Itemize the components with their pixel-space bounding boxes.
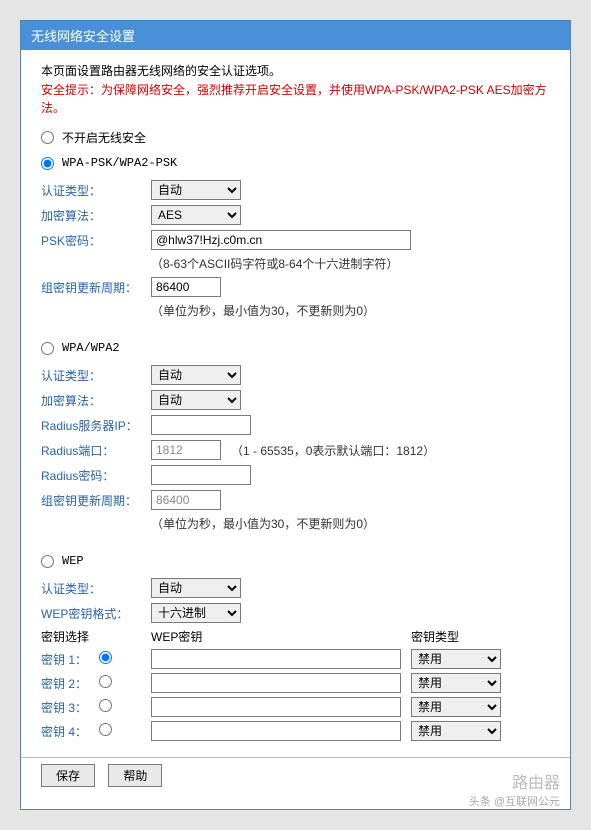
wpapsk-enc-select[interactable]: AES — [151, 205, 241, 225]
wep-col-select: 密钥选择 — [41, 628, 151, 645]
wep-key-label: 密钥 3： — [41, 699, 99, 716]
mode-wpa-psk-radio[interactable] — [41, 157, 54, 170]
watermark-credit: 头条 @互联网公元 — [21, 793, 560, 809]
wep-key-radio-3[interactable] — [99, 699, 112, 712]
psk-password-input[interactable] — [151, 230, 411, 250]
psk-hint: （8-63个ASCII码字符或8-64个十六进制字符） — [151, 255, 550, 272]
wep-key-label: 密钥 1： — [41, 651, 99, 668]
wep-section: WEP 认证类型： 自动 WEP密钥格式： 十六进制 密钥选择 WEP密钥 密钥… — [41, 554, 550, 741]
wep-key-row: 密钥 3： 禁用 — [41, 697, 550, 717]
wpapsk-rekey-hint: （单位为秒，最小值为30，不更新则为0） — [151, 302, 550, 319]
wep-key-radio-2[interactable] — [99, 675, 112, 688]
wep-auth-label: 认证类型： — [41, 580, 151, 597]
wpa-enc-select[interactable]: 自动 — [151, 390, 241, 410]
panel-body: 本页面设置路由器无线网络的安全认证选项。 安全提示：为保障网络安全，强烈推荐开启… — [21, 50, 570, 757]
radius-port-label: Radius端口： — [41, 442, 151, 459]
wep-key-input-3[interactable] — [151, 697, 401, 717]
wpapsk-auth-label: 认证类型： — [41, 182, 151, 199]
radius-ip-label: Radius服务器IP： — [41, 417, 151, 434]
mode-none-radio[interactable] — [41, 131, 54, 144]
radius-ip-input[interactable] — [151, 415, 251, 435]
wpapsk-enc-label: 加密算法： — [41, 207, 151, 224]
wpa-section: WPA/WPA2 认证类型： 自动 加密算法： 自动 Radius服务器IP： … — [41, 341, 550, 532]
wpa-enc-label: 加密算法： — [41, 392, 151, 409]
wep-key-row: 密钥 4： 禁用 — [41, 721, 550, 741]
mode-wpa-radio[interactable] — [41, 342, 54, 355]
wpa-rekey-input[interactable] — [151, 490, 221, 510]
wireless-security-panel: 无线网络安全设置 本页面设置路由器无线网络的安全认证选项。 安全提示：为保障网络… — [20, 20, 571, 810]
wpapsk-rekey-label: 组密钥更新周期： — [41, 279, 151, 296]
wpa-rekey-label: 组密钥更新周期： — [41, 492, 151, 509]
wep-key-label: 密钥 4： — [41, 723, 99, 740]
mode-wpa-psk-label: WPA-PSK/WPA2-PSK — [62, 156, 177, 170]
wep-format-select[interactable]: 十六进制 — [151, 603, 241, 623]
save-button[interactable]: 保存 — [41, 764, 95, 787]
wpa-rekey-hint: （单位为秒，最小值为30，不更新则为0） — [151, 515, 550, 532]
wpapsk-psk-label: PSK密码： — [41, 232, 151, 249]
wep-key-row: 密钥 1： 禁用 — [41, 649, 550, 669]
radius-pwd-label: Radius密码： — [41, 467, 151, 484]
wep-key-type-1[interactable]: 禁用 — [411, 649, 501, 669]
radius-port-hint: （1 - 65535，0表示默认端口：1812） — [231, 442, 435, 459]
wep-key-type-2[interactable]: 禁用 — [411, 673, 501, 693]
wpa-auth-select[interactable]: 自动 — [151, 365, 241, 385]
wep-key-label: 密钥 2： — [41, 675, 99, 692]
radius-port-input[interactable] — [151, 440, 221, 460]
mode-wep-radio[interactable] — [41, 555, 54, 568]
intro-text: 本页面设置路由器无线网络的安全认证选项。 — [41, 62, 550, 79]
mode-wpa-label: WPA/WPA2 — [62, 341, 120, 355]
footer-bar: 保存 帮助 — [21, 757, 570, 793]
panel-title: 无线网络安全设置 — [21, 21, 570, 50]
wep-key-input-1[interactable] — [151, 649, 401, 669]
wep-key-row: 密钥 2： 禁用 — [41, 673, 550, 693]
wpapsk-auth-select[interactable]: 自动 — [151, 180, 241, 200]
mode-wep-label: WEP — [62, 554, 84, 568]
radius-pwd-input[interactable] — [151, 465, 251, 485]
wep-auth-select[interactable]: 自动 — [151, 578, 241, 598]
wep-format-label: WEP密钥格式： — [41, 605, 151, 622]
help-button[interactable]: 帮助 — [108, 764, 162, 787]
wpa-auth-label: 认证类型： — [41, 367, 151, 384]
wep-col-type: 密钥类型 — [411, 628, 491, 645]
wep-key-type-4[interactable]: 禁用 — [411, 721, 501, 741]
security-tip: 安全提示：为保障网络安全，强烈推荐开启安全设置，并使用WPA-PSK/WPA2-… — [41, 81, 550, 117]
wep-key-input-4[interactable] — [151, 721, 401, 741]
wpa-psk-section: WPA-PSK/WPA2-PSK 认证类型： 自动 加密算法： AES PSK密… — [41, 156, 550, 319]
wep-key-type-3[interactable]: 禁用 — [411, 697, 501, 717]
wep-key-radio-1[interactable] — [99, 651, 112, 664]
wep-key-radio-4[interactable] — [99, 723, 112, 736]
mode-none-label: 不开启无线安全 — [62, 129, 146, 146]
wep-col-key: WEP密钥 — [151, 628, 411, 645]
wep-key-input-2[interactable] — [151, 673, 401, 693]
wpapsk-rekey-input[interactable] — [151, 277, 221, 297]
